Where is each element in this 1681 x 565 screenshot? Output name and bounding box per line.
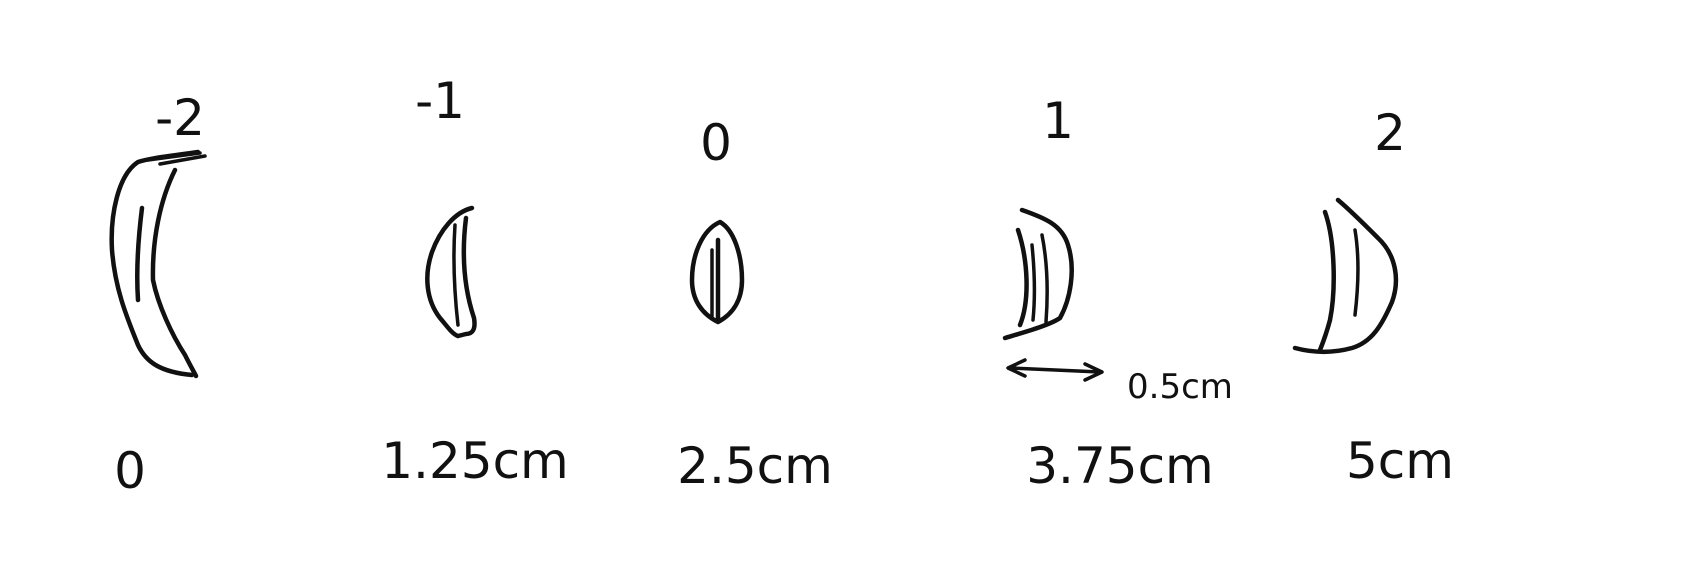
shape-minus-2: -2 0 (109, 89, 207, 500)
shape-minus-1: -1 1.25cm (381, 72, 569, 490)
bottom-label-minus-2: 0 (114, 442, 146, 500)
top-label-minus-2: -2 (155, 89, 205, 147)
bottom-label-minus-1: 1.25cm (381, 432, 569, 490)
shape-2: 2 5cm (1292, 104, 1454, 490)
crescent-large-right (1292, 197, 1399, 354)
top-label-1: 1 (1042, 92, 1074, 150)
shape-1: 1 0.5cm 3.75cm (1002, 92, 1233, 495)
shape-0: 0 2.5cm (677, 114, 833, 495)
top-label-2: 2 (1374, 104, 1406, 162)
bottom-label-1: 3.75cm (1026, 437, 1214, 495)
top-label-minus-1: -1 (415, 72, 465, 130)
spacing-arrow (1006, 358, 1104, 382)
top-label-0: 0 (700, 114, 732, 172)
bottom-label-0: 2.5cm (677, 437, 833, 495)
crescent-small-left (425, 205, 477, 339)
crescent-small-right (1002, 207, 1074, 341)
crescent-large-left (109, 149, 207, 379)
ellipse-center (689, 219, 745, 325)
bottom-label-2: 5cm (1346, 432, 1454, 490)
spacing-label: 0.5cm (1127, 367, 1233, 407)
